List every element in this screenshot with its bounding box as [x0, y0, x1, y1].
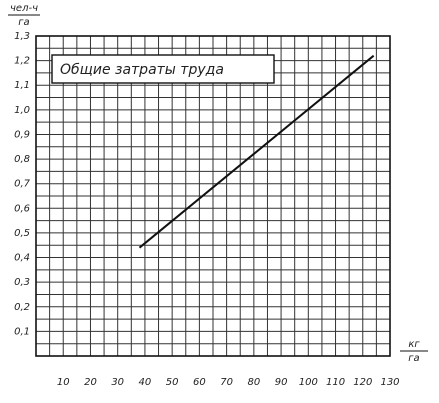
x-tick-label: 90	[275, 377, 288, 388]
y-tick-label: 0,8	[14, 154, 30, 165]
x-tick-label: 40	[139, 377, 152, 388]
y-tick-label: 1,1	[14, 80, 30, 91]
x-label-numerator: кг	[408, 339, 420, 350]
title-box	[51, 54, 275, 84]
x-tick-label: 60	[193, 377, 206, 388]
y-tick-label: 0,4	[14, 253, 30, 264]
y-tick-label: 1,2	[14, 56, 30, 67]
x-tick-label: 110	[326, 377, 345, 388]
x-label-denominator: га	[408, 353, 419, 364]
y-tick-label: 0,7	[14, 179, 31, 190]
y-label-denominator: га	[18, 17, 29, 28]
y-tick-label: 0,2	[14, 302, 30, 313]
y-tick-label: 0,1	[14, 326, 30, 337]
y-tick-label: 0,6	[14, 203, 30, 214]
x-tick-label: 30	[111, 377, 124, 388]
x-tick-label: 50	[166, 377, 179, 388]
x-tick-label: 130	[380, 377, 399, 388]
x-tick-label: 100	[299, 377, 318, 388]
y-tick-label: 1,0	[14, 105, 30, 116]
x-tick-label: 80	[247, 377, 260, 388]
y-tick-label: 1,3	[14, 31, 30, 42]
chart-title: Общие затраты труда	[60, 62, 224, 78]
y-tick-label: 0,5	[14, 228, 30, 239]
plot-frame	[35, 35, 391, 357]
y-tick-label: 0,9	[14, 129, 30, 140]
y-tick-label: 0,3	[14, 277, 30, 288]
x-tick-label: 20	[84, 377, 97, 388]
y-label-numerator: чел-ч	[10, 3, 38, 14]
x-tick-label: 10	[57, 377, 70, 388]
line	[138, 54, 375, 249]
x-tick-label: 70	[220, 377, 233, 388]
x-tick-label: 120	[353, 377, 372, 388]
